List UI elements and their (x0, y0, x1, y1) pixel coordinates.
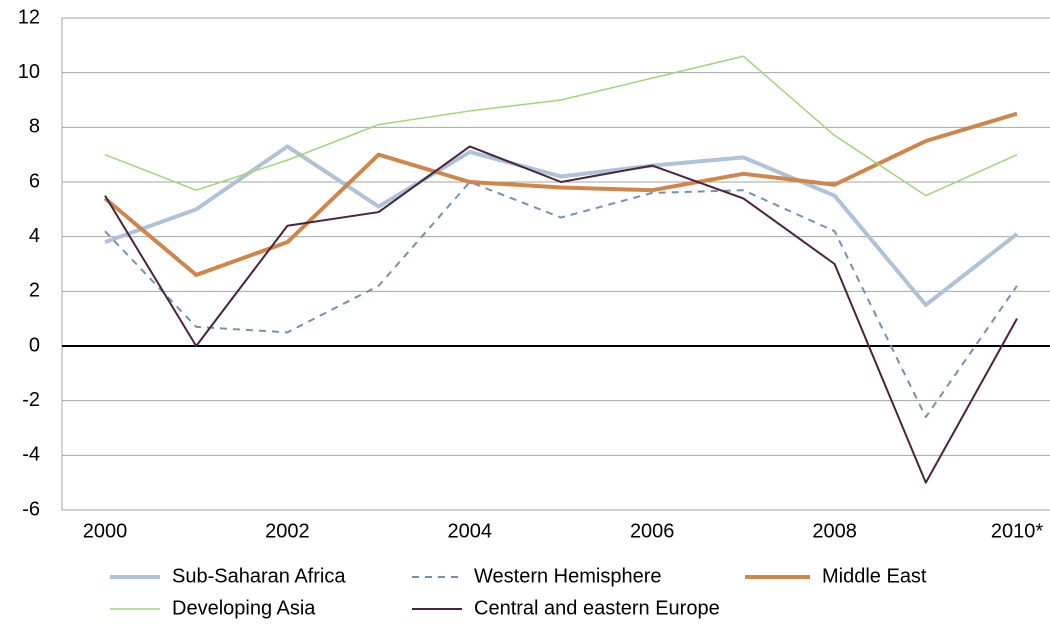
series-line (104, 144, 1019, 307)
y-tick-label: 4 (29, 225, 40, 247)
x-tick-label: 2002 (265, 520, 310, 542)
x-tick-label: 2006 (630, 520, 675, 542)
legend-label: Developing Asia (172, 597, 316, 619)
series-line (104, 145, 1018, 484)
plot-area (103, 55, 1019, 484)
x-tick-label: 2004 (448, 520, 493, 542)
x-tick-label: 2010* (991, 520, 1043, 542)
grid: -6 -4 -2 0 2 4 6 8 10 12 2000 2002 2004 2006 2008 2010* (18, 6, 1050, 542)
x-tick-label: 2008 (812, 520, 857, 542)
y-tick-label: 12 (18, 6, 40, 28)
y-tick-label: 6 (29, 170, 40, 192)
legend-label: Western Hemisphere (474, 565, 661, 587)
series-line (104, 181, 1018, 419)
x-tick-label: 2000 (83, 520, 128, 542)
y-tick-label: -6 (22, 498, 40, 520)
series-line (104, 55, 1018, 197)
legend: Sub-Saharan Africa Western Hemisphere Midd… (110, 565, 927, 619)
legend-label: Central and eastern Europe (474, 597, 720, 619)
y-tick-label: 10 (18, 61, 40, 83)
y-tick-label: 8 (29, 116, 40, 138)
y-tick-label: 2 (29, 280, 40, 302)
y-tick-label: 0 (29, 334, 40, 356)
y-tick-label: -4 (22, 444, 40, 466)
series-line (103, 111, 1018, 277)
legend-label: Middle East (822, 565, 927, 587)
legend-label: Sub-Saharan Africa (172, 565, 346, 587)
y-tick-label: -2 (22, 389, 40, 411)
